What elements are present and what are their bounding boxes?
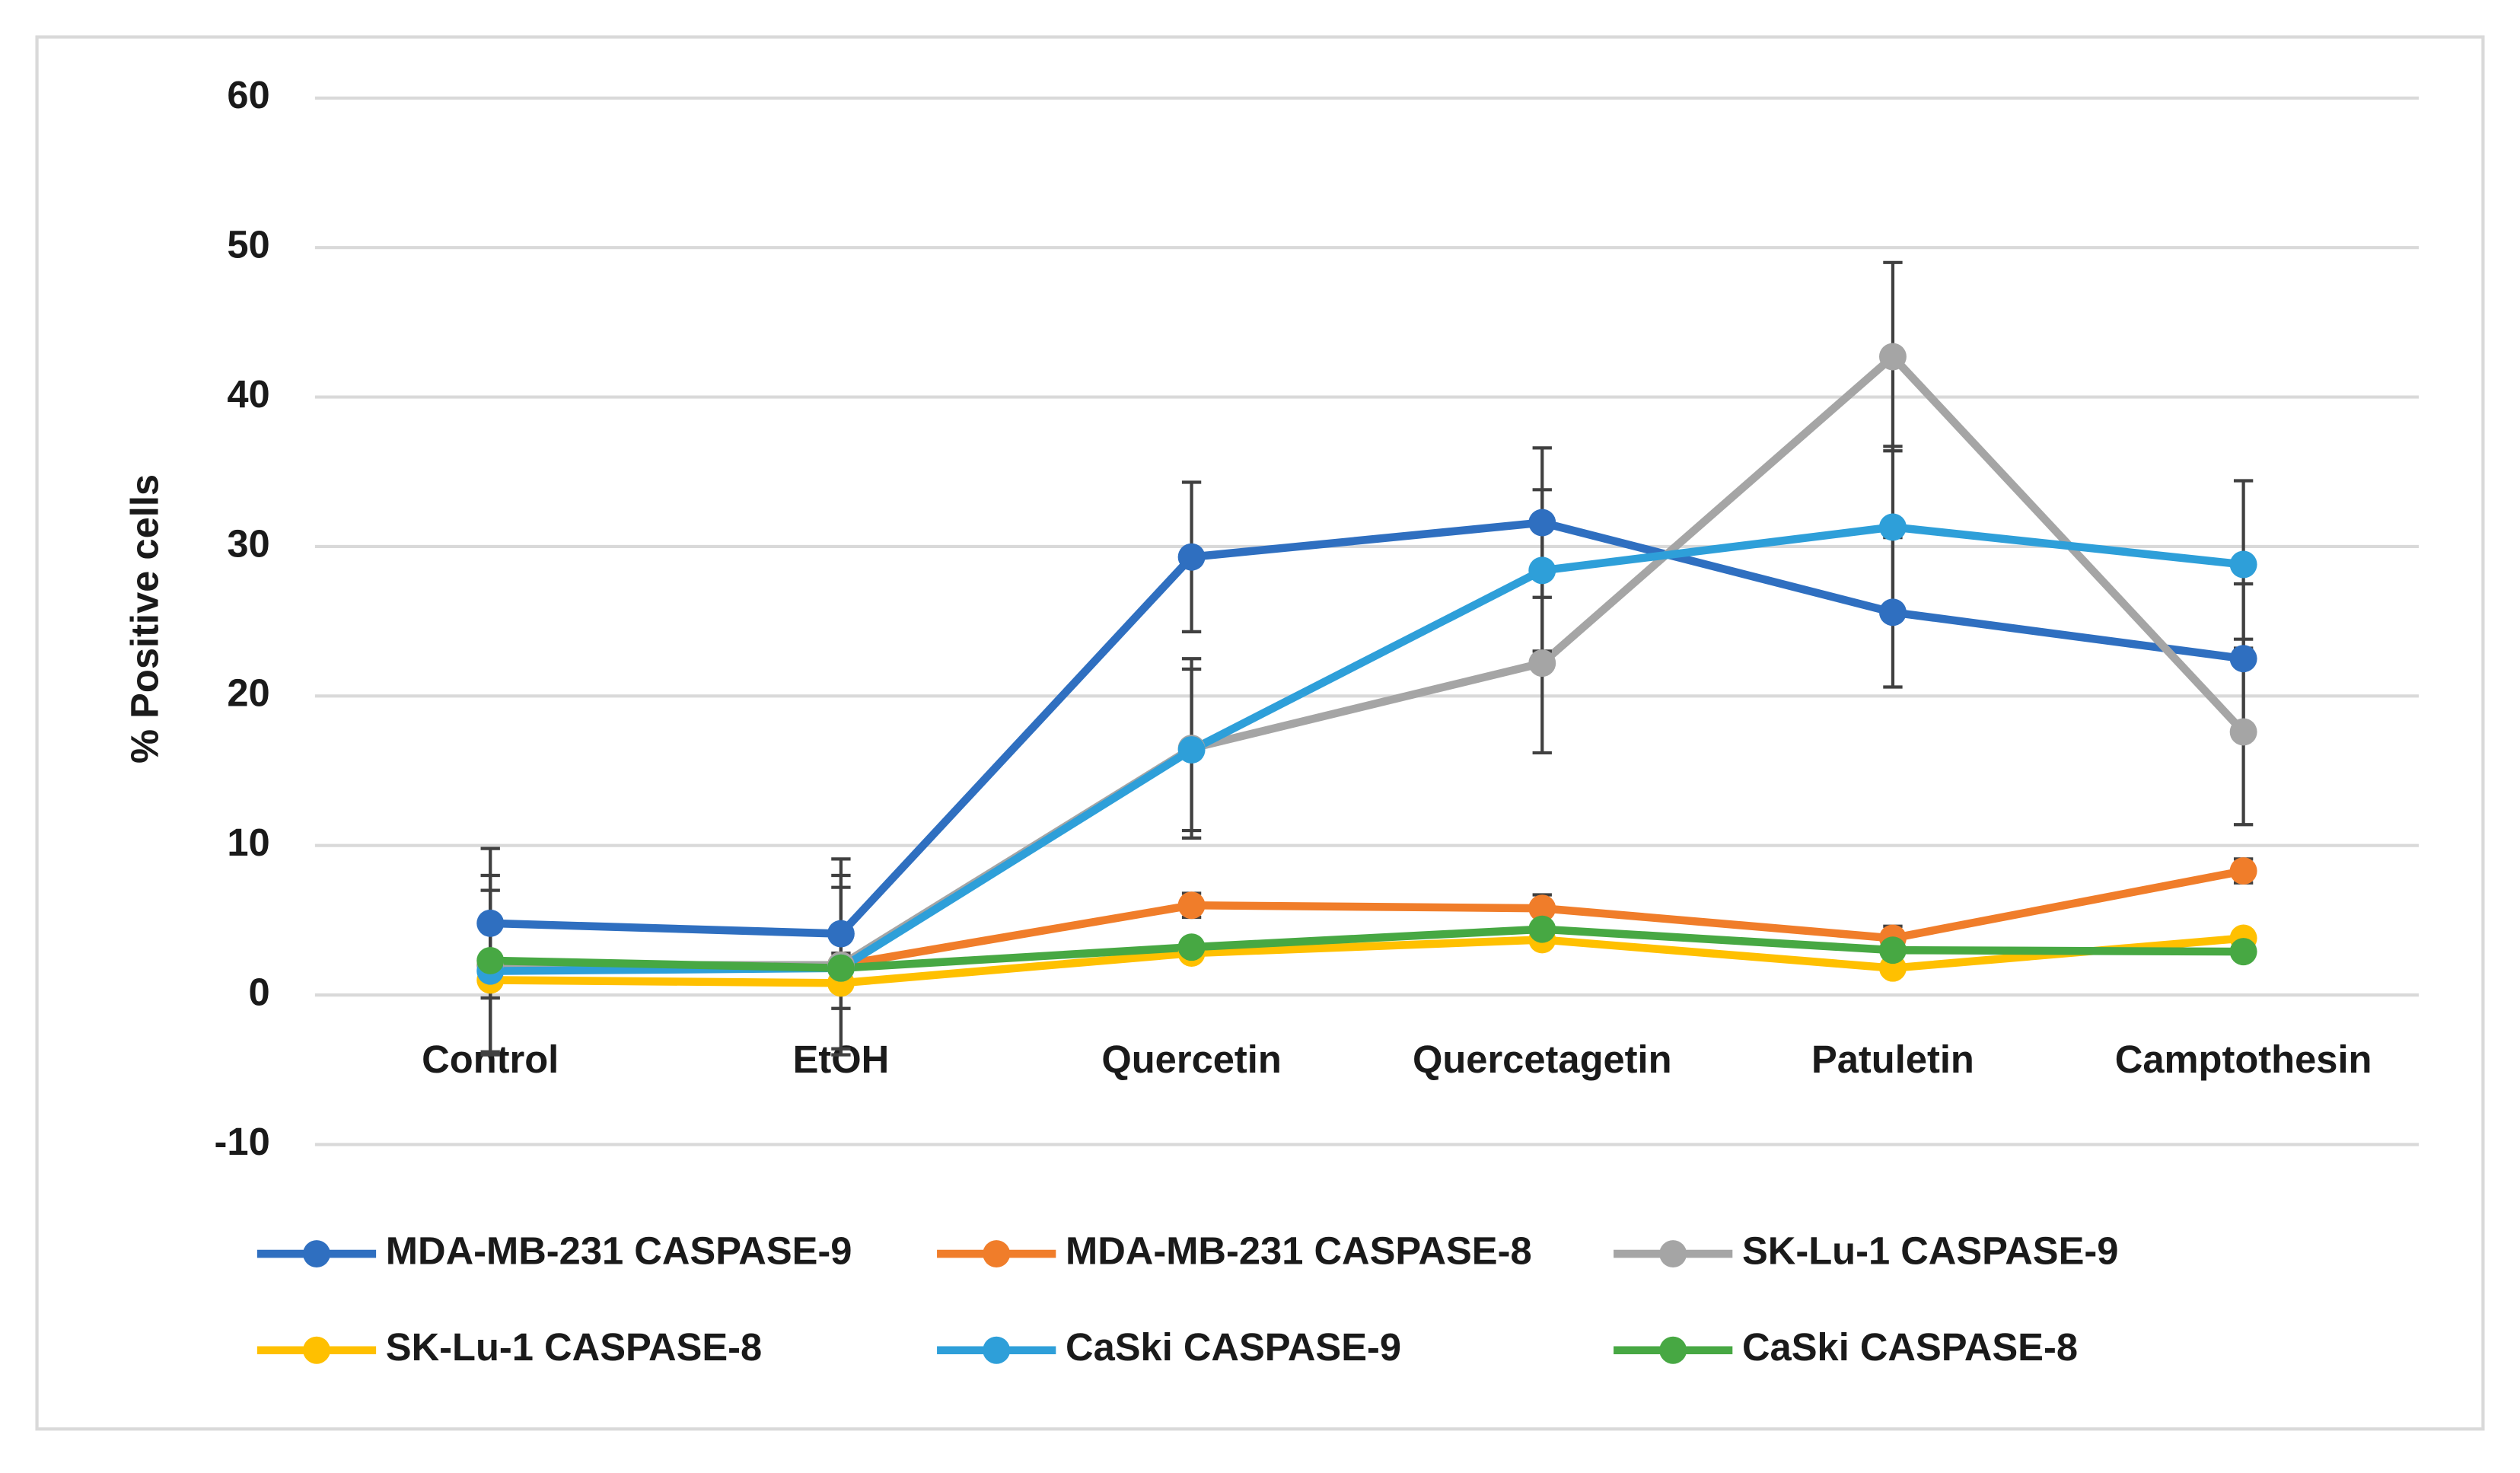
marker bbox=[1177, 933, 1206, 961]
series-line bbox=[490, 925, 2244, 973]
series-line bbox=[490, 518, 2244, 938]
y-tick-label: 20 bbox=[227, 671, 269, 715]
marker bbox=[2229, 857, 2257, 885]
marker bbox=[1528, 915, 1556, 943]
y-tick-label: 50 bbox=[227, 223, 269, 266]
y-tick-label: 0 bbox=[249, 970, 270, 1013]
marker bbox=[1878, 936, 1907, 964]
x-tick-label: Camptothesin bbox=[2115, 1038, 2372, 1081]
legend-label: MDA-MB-231 CASPASE-9 bbox=[386, 1229, 852, 1272]
y-tick-label: 30 bbox=[227, 521, 269, 565]
marker bbox=[1878, 343, 1907, 371]
x-tick-label: Patuletin bbox=[1811, 1038, 1974, 1081]
legend-marker bbox=[1659, 1240, 1687, 1267]
legend-label: SK-Lu-1 CASPASE-9 bbox=[1742, 1229, 2118, 1272]
legend-label: MDA-MB-231 CASPASE-8 bbox=[1066, 1229, 1532, 1272]
marker bbox=[827, 920, 855, 948]
marker bbox=[1528, 509, 1556, 537]
legend-marker bbox=[983, 1336, 1011, 1364]
marker bbox=[476, 946, 505, 974]
marker bbox=[1177, 543, 1206, 571]
marker bbox=[1177, 891, 1206, 920]
legend-marker bbox=[983, 1240, 1011, 1267]
legend-label: SK-Lu-1 CASPASE-8 bbox=[386, 1325, 762, 1369]
marker bbox=[1528, 894, 1556, 923]
y-tick-label: -10 bbox=[215, 1120, 270, 1163]
marker bbox=[476, 909, 505, 937]
marker bbox=[1177, 736, 1206, 764]
marker bbox=[2229, 938, 2257, 966]
x-tick-label: Quercetagetin bbox=[1413, 1038, 1672, 1081]
marker bbox=[2229, 718, 2257, 746]
marker bbox=[1528, 649, 1556, 678]
legend-label: CaSki CASPASE-8 bbox=[1742, 1325, 2078, 1369]
marker bbox=[827, 954, 855, 982]
marker bbox=[2229, 550, 2257, 579]
y-tick-label: 10 bbox=[227, 821, 269, 864]
legend-marker bbox=[303, 1336, 330, 1364]
series-line bbox=[490, 934, 2244, 987]
x-tick-label: Quercetin bbox=[1101, 1038, 1281, 1081]
y-axis-title: % Positive cells bbox=[123, 474, 167, 764]
legend-marker bbox=[1659, 1336, 1687, 1364]
marker bbox=[1528, 556, 1556, 585]
marker bbox=[1878, 513, 1907, 541]
marker bbox=[1878, 598, 1907, 627]
legend-marker bbox=[303, 1240, 330, 1267]
legend-label: CaSki CASPASE-9 bbox=[1066, 1325, 1401, 1369]
marker bbox=[2229, 645, 2257, 673]
y-tick-label: 60 bbox=[227, 73, 269, 116]
y-tick-label: 40 bbox=[227, 372, 269, 416]
